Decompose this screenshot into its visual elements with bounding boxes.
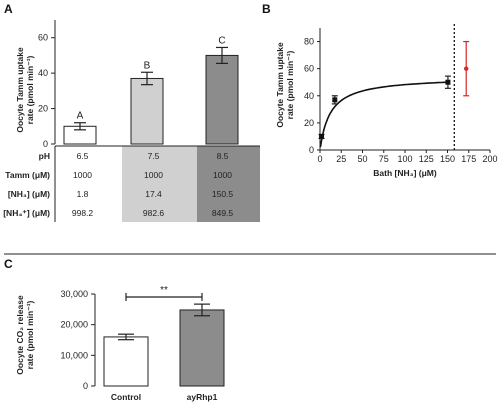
panel-c-category-label: Control — [111, 392, 141, 402]
panel-c-category-label: ayRhp1 — [187, 392, 218, 402]
panel-b-xtick-label: 200 — [482, 154, 497, 164]
panel-b-ytick-label: 0 — [309, 145, 314, 155]
panel-a-significance-letter: C — [218, 35, 225, 46]
panel-a-bar — [205, 54, 239, 145]
panel-c-letter: C — [4, 257, 13, 271]
panel-a-table-cell: 1000 — [73, 170, 92, 180]
panel-a-yticks: 0 20 40 60 — [38, 33, 55, 149]
panel-b-xtick-label: 50 — [357, 154, 367, 164]
panel-a-table-cell: 998.2 — [72, 208, 94, 218]
panel-b-red-point — [464, 66, 469, 71]
panel-b-ticks: 0 25 50 75 100 125 150 175 200 0 20 40 60 80 — [304, 37, 498, 164]
panel-c-bar — [103, 336, 149, 387]
panel-a-ylabel-line1: Oocyte Tamm uptake — [15, 47, 25, 133]
panel-c-bars: Control ayRhp1 ** — [103, 285, 225, 402]
panel-a-bars: A B C — [63, 35, 239, 145]
panel-a-table-cell: 982.6 — [143, 208, 165, 218]
panel-a-table-cell: 1000 — [144, 170, 163, 180]
panel-a-ytick-label: 40 — [38, 68, 48, 78]
panel-a-significance-letter: A — [77, 111, 84, 122]
panel-b-data-point — [332, 97, 338, 103]
panel-a-table-cell: 849.5 — [212, 208, 234, 218]
panel-c-ytick-label: 30,000 — [60, 289, 88, 299]
panel-a-table-column-bg — [197, 146, 260, 222]
panel-b-ytick-label: 40 — [304, 91, 314, 101]
panel-a-table-cell: 6.5 — [77, 151, 89, 161]
panel-c-ytick-label: 20,000 — [60, 320, 88, 330]
panel-b-ytick-label: 80 — [304, 37, 314, 47]
panel-b-ylabel-line2: rate (pmol min⁻¹) — [285, 50, 295, 119]
panel-c-yticks: 0 10,000 20,000 30,000 — [60, 289, 95, 391]
panel-c-ylabel-line2: rate (pmol min⁻¹) — [25, 300, 35, 369]
panel-c-ytick-label: 10,000 — [60, 350, 88, 360]
panel-b-xtick-label: 75 — [379, 154, 389, 164]
panel-a-table-column-bg — [55, 146, 122, 222]
panel-a-ytick-label: 20 — [38, 104, 48, 114]
panel-a-table-column-bg — [122, 146, 197, 222]
panel-a-ytick-label: 60 — [38, 33, 48, 43]
panel-b-xtick-label: 100 — [397, 154, 412, 164]
panel-b-data-point — [445, 79, 451, 85]
panel-b-ytick-label: 60 — [304, 64, 314, 74]
panel-a-table-cell: 150.5 — [212, 189, 234, 199]
panel-a-chart: Oocyte Tamm uptake rate (pmol min⁻¹) 0 20… — [3, 20, 260, 222]
panel-a-table-cell: 8.5 — [217, 151, 229, 161]
panel-b-ytick-label: 20 — [304, 118, 314, 128]
panel-a-ylabel-line2: rate (pmol min⁻¹) — [25, 55, 35, 124]
panel-c-significance-stars: ** — [160, 285, 168, 296]
panel-b-xtick-label: 25 — [336, 154, 346, 164]
panel-a-table-cell: 17.4 — [145, 189, 162, 199]
panel-c-ytick-label: 0 — [83, 381, 88, 391]
panel-a-table-cell: 1.8 — [77, 189, 89, 199]
panel-a-table-row-label: [NH₄⁺] (μM) — [3, 208, 50, 218]
panel-a-significance-letter: B — [144, 60, 151, 71]
panel-a-table-row-label: [NH₃] (μM) — [8, 189, 50, 199]
panel-c-ylabel-line1: Oocyte CO₂ release — [15, 295, 25, 375]
panel-a-table-cell: 7.5 — [148, 151, 160, 161]
panel-a-table-row-label: Tamm (μM) — [5, 170, 50, 180]
panel-b-xlabel: Bath [NH₃] (μM) — [373, 168, 437, 178]
panel-a-bar — [130, 77, 164, 145]
panel-b-letter: B — [262, 2, 271, 16]
panel-b-fit-curve — [319, 81, 448, 148]
panel-b-plot — [318, 22, 470, 150]
panel-b-xtick-label: 150 — [440, 154, 455, 164]
panel-b-data-point — [319, 133, 325, 139]
panel-b-chart: Oocyte Tamm uptake rate (pmol min⁻¹) Bat… — [275, 22, 498, 178]
panel-a-table-cell: 1000 — [213, 170, 232, 180]
panel-a-table-row-label: pH — [39, 151, 50, 161]
panel-c-chart: Oocyte CO₂ release rate (pmol min⁻¹) 0 10… — [15, 285, 225, 402]
panel-a-ytick-label: 0 — [43, 139, 48, 149]
panel-b-xtick-label: 0 — [317, 154, 322, 164]
panel-b-ylabel-line1: Oocyte Tamm uptake — [275, 42, 285, 128]
panel-b-xtick-label: 125 — [419, 154, 434, 164]
panel-a-table: pH Tamm (μM) [NH₃] (μM) [NH₄⁺] (μM) 6.5 1000 1… — [3, 145, 260, 222]
panel-b-xtick-label: 175 — [461, 154, 476, 164]
panel-a-letter: A — [4, 2, 13, 16]
panel-c-bar — [179, 309, 225, 387]
